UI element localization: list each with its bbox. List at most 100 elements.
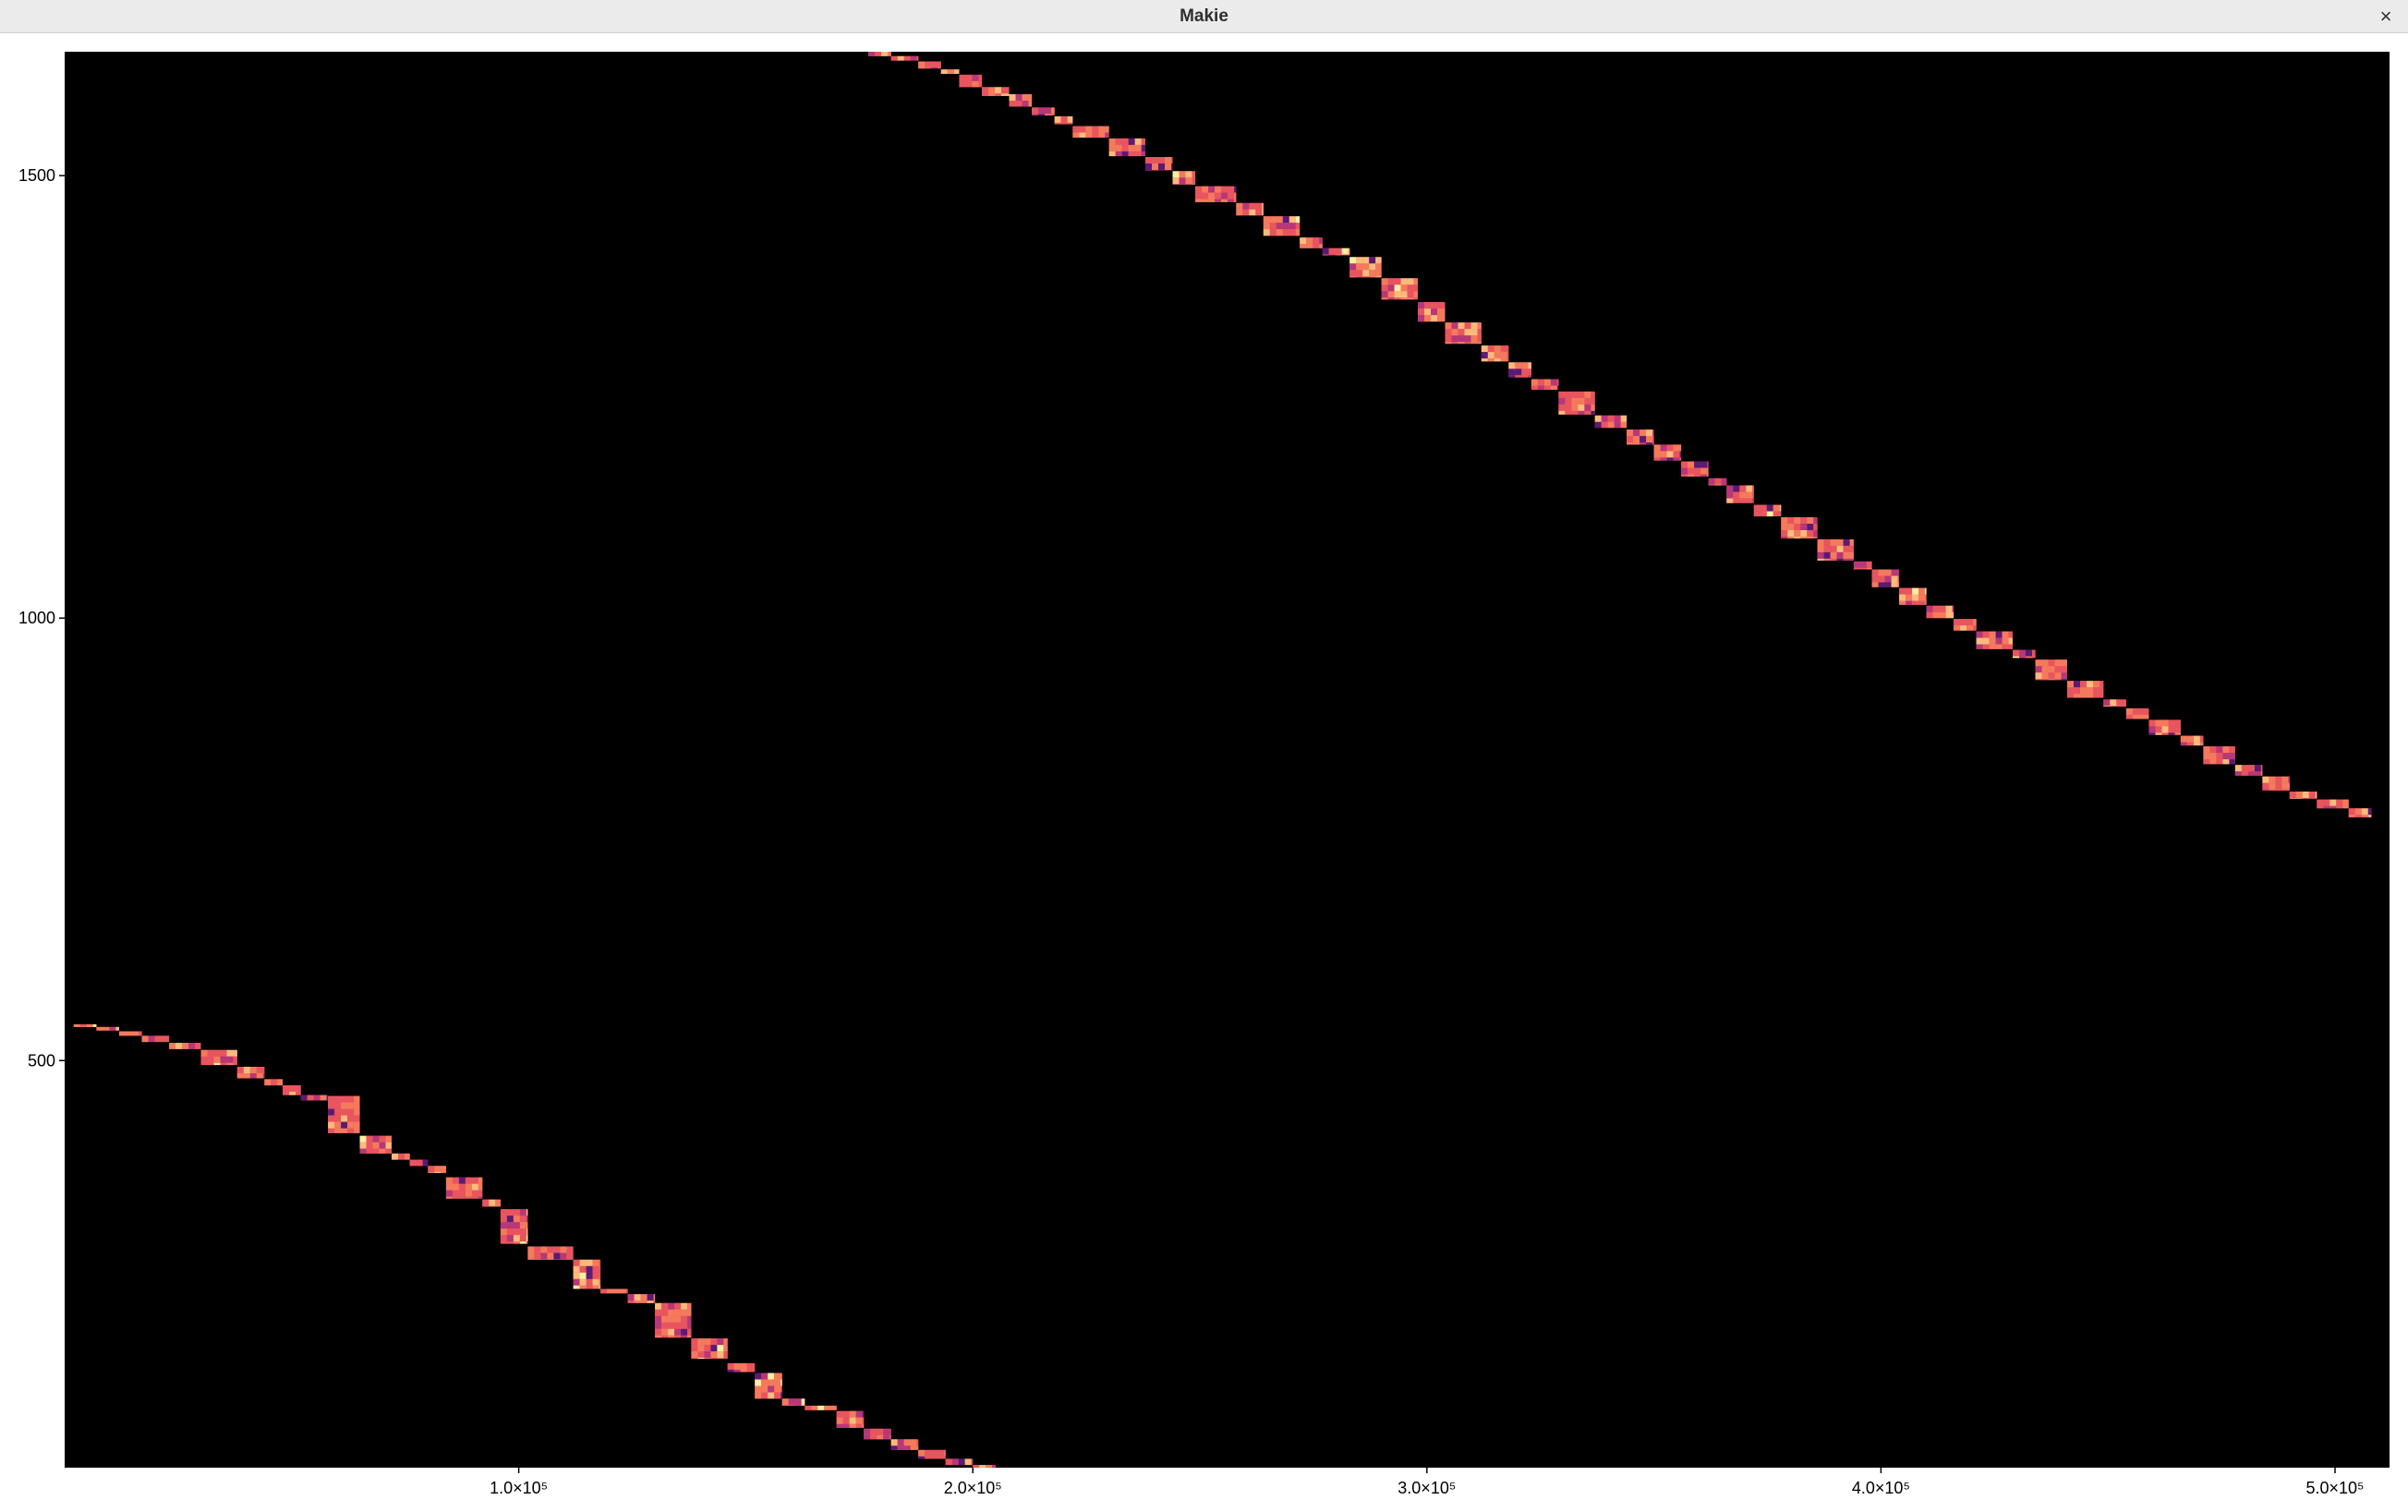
heatmap-chart[interactable]: 500 1000 1500 1.0×10⁵ 2.0×10⁵ 3.0×10⁵ 4.0×10⁵…	[0, 33, 2408, 1512]
heatmap-block	[1195, 186, 1237, 202]
heatmap-block	[973, 1465, 996, 1469]
y-tick-label: 1500	[18, 166, 55, 185]
window-title: Makie	[1180, 6, 1228, 26]
heatmap-block	[755, 1373, 782, 1399]
lower-band	[73, 1023, 996, 1469]
heatmap-block	[1531, 379, 1559, 391]
heatmap-block	[600, 1288, 628, 1294]
heatmap-block	[1558, 391, 1595, 415]
heatmap-block	[573, 1259, 601, 1289]
heatmap-block	[2180, 735, 2204, 746]
heatmap-block	[2317, 799, 2349, 809]
heatmap-block	[1322, 248, 1350, 256]
heatmap-block	[805, 1405, 837, 1410]
heatmap-block	[2012, 649, 2036, 659]
heatmap-block	[1781, 516, 1818, 538]
heatmap-block	[1349, 257, 1382, 278]
heatmap-block	[1594, 415, 1628, 429]
heatmap-block	[264, 1079, 283, 1086]
heatmap-block	[890, 1439, 919, 1450]
heatmap-block	[1072, 126, 1109, 138]
heatmap-block	[1726, 485, 1754, 503]
heatmap-block	[282, 1085, 301, 1095]
heatmap-block	[1145, 157, 1173, 171]
heatmap-block	[527, 1246, 574, 1260]
x-tick-label: 3.0×10⁵	[1398, 1479, 1456, 1497]
heatmap-block	[2103, 699, 2126, 708]
heatmap-block	[1417, 302, 1446, 322]
heatmap-block	[1926, 605, 1954, 619]
heatmap-cells	[73, 52, 2372, 1469]
heatmap-block	[1976, 631, 2013, 649]
heatmap-block	[1300, 237, 1323, 248]
heatmap-block	[2262, 776, 2290, 792]
heatmap-block	[1054, 115, 1073, 125]
heatmap-block	[691, 1338, 728, 1360]
heatmap-block	[890, 55, 919, 61]
heatmap-block	[959, 74, 983, 88]
x-tick-label: 5.0×10⁵	[2305, 1479, 2364, 1497]
heatmap-block	[1508, 362, 1531, 378]
heatmap-block	[391, 1153, 410, 1160]
window-titlebar: Makie ×	[0, 0, 2408, 33]
heatmap-block	[428, 1166, 446, 1173]
heatmap-block	[236, 1066, 265, 1079]
heatmap-block	[1236, 202, 1264, 216]
heatmap-block	[836, 1410, 865, 1428]
heatmap-block	[1817, 538, 1854, 561]
heatmap-block	[945, 1458, 974, 1466]
x-tick-label: 4.0×10⁵	[1852, 1479, 1910, 1497]
heatmap-block	[1708, 478, 1727, 486]
heatmap-block	[1445, 322, 1482, 345]
heatmap-block	[655, 1302, 692, 1338]
heatmap-block	[1172, 171, 1196, 185]
heatmap-block	[1753, 504, 1782, 517]
plot-area[interactable]	[65, 52, 2390, 1468]
heatmap-block	[96, 1026, 119, 1031]
heatmap-block	[627, 1294, 656, 1303]
heatmap-block	[918, 1449, 946, 1459]
heatmap-block	[1871, 569, 1900, 587]
heatmap-block	[1481, 345, 1509, 362]
heatmap-block	[1653, 444, 1682, 461]
heatmap-block	[118, 1031, 142, 1036]
heatmap-block	[2203, 746, 2235, 765]
close-icon[interactable]: ×	[2379, 5, 2392, 28]
heatmap-block	[1381, 278, 1418, 300]
heatmap-block	[1954, 619, 1977, 631]
heatmap-block	[781, 1398, 805, 1406]
heatmap-block	[1263, 216, 1301, 236]
heatmap-block	[918, 61, 941, 69]
heatmap-block	[2035, 659, 2067, 681]
heatmap-block	[1032, 107, 1055, 115]
y-axis: 500 1000 1500	[18, 166, 65, 1070]
x-tick-label: 1.0×10⁵	[490, 1479, 548, 1497]
heatmap-block	[2148, 720, 2181, 735]
heatmap-block	[1899, 587, 1927, 605]
heatmap-block	[1108, 138, 1146, 157]
x-axis: 1.0×10⁵ 2.0×10⁵ 3.0×10⁵ 4.0×10⁵ 5.0×10⁵	[490, 1468, 2365, 1497]
heatmap-block	[1853, 561, 1872, 570]
heatmap-block	[73, 1023, 97, 1027]
heatmap-block	[2066, 681, 2104, 698]
heatmap-block	[727, 1362, 756, 1373]
heatmap-block	[1627, 429, 1654, 445]
heatmap-block	[300, 1095, 329, 1101]
heatmap-block	[868, 52, 891, 56]
heatmap-block	[482, 1199, 501, 1207]
heatmap-block	[445, 1177, 483, 1199]
heatmap-block	[2234, 765, 2263, 776]
heatmap-block	[141, 1035, 170, 1043]
heatmap-block	[1009, 93, 1033, 107]
heatmap-block	[500, 1209, 528, 1244]
heatmap-block	[940, 69, 960, 74]
heatmap-block	[169, 1043, 201, 1049]
upper-band	[868, 52, 2372, 817]
heatmap-block	[2348, 808, 2372, 817]
y-tick-label: 1000	[18, 609, 55, 627]
heatmap-block	[2289, 791, 2317, 799]
y-tick-label: 500	[28, 1051, 55, 1070]
heatmap-block	[2125, 708, 2149, 720]
figure-canvas: 500 1000 1500 1.0×10⁵ 2.0×10⁵ 3.0×10⁵ 4.0×10⁵…	[0, 33, 2408, 1512]
x-tick-label: 2.0×10⁵	[944, 1479, 1002, 1497]
